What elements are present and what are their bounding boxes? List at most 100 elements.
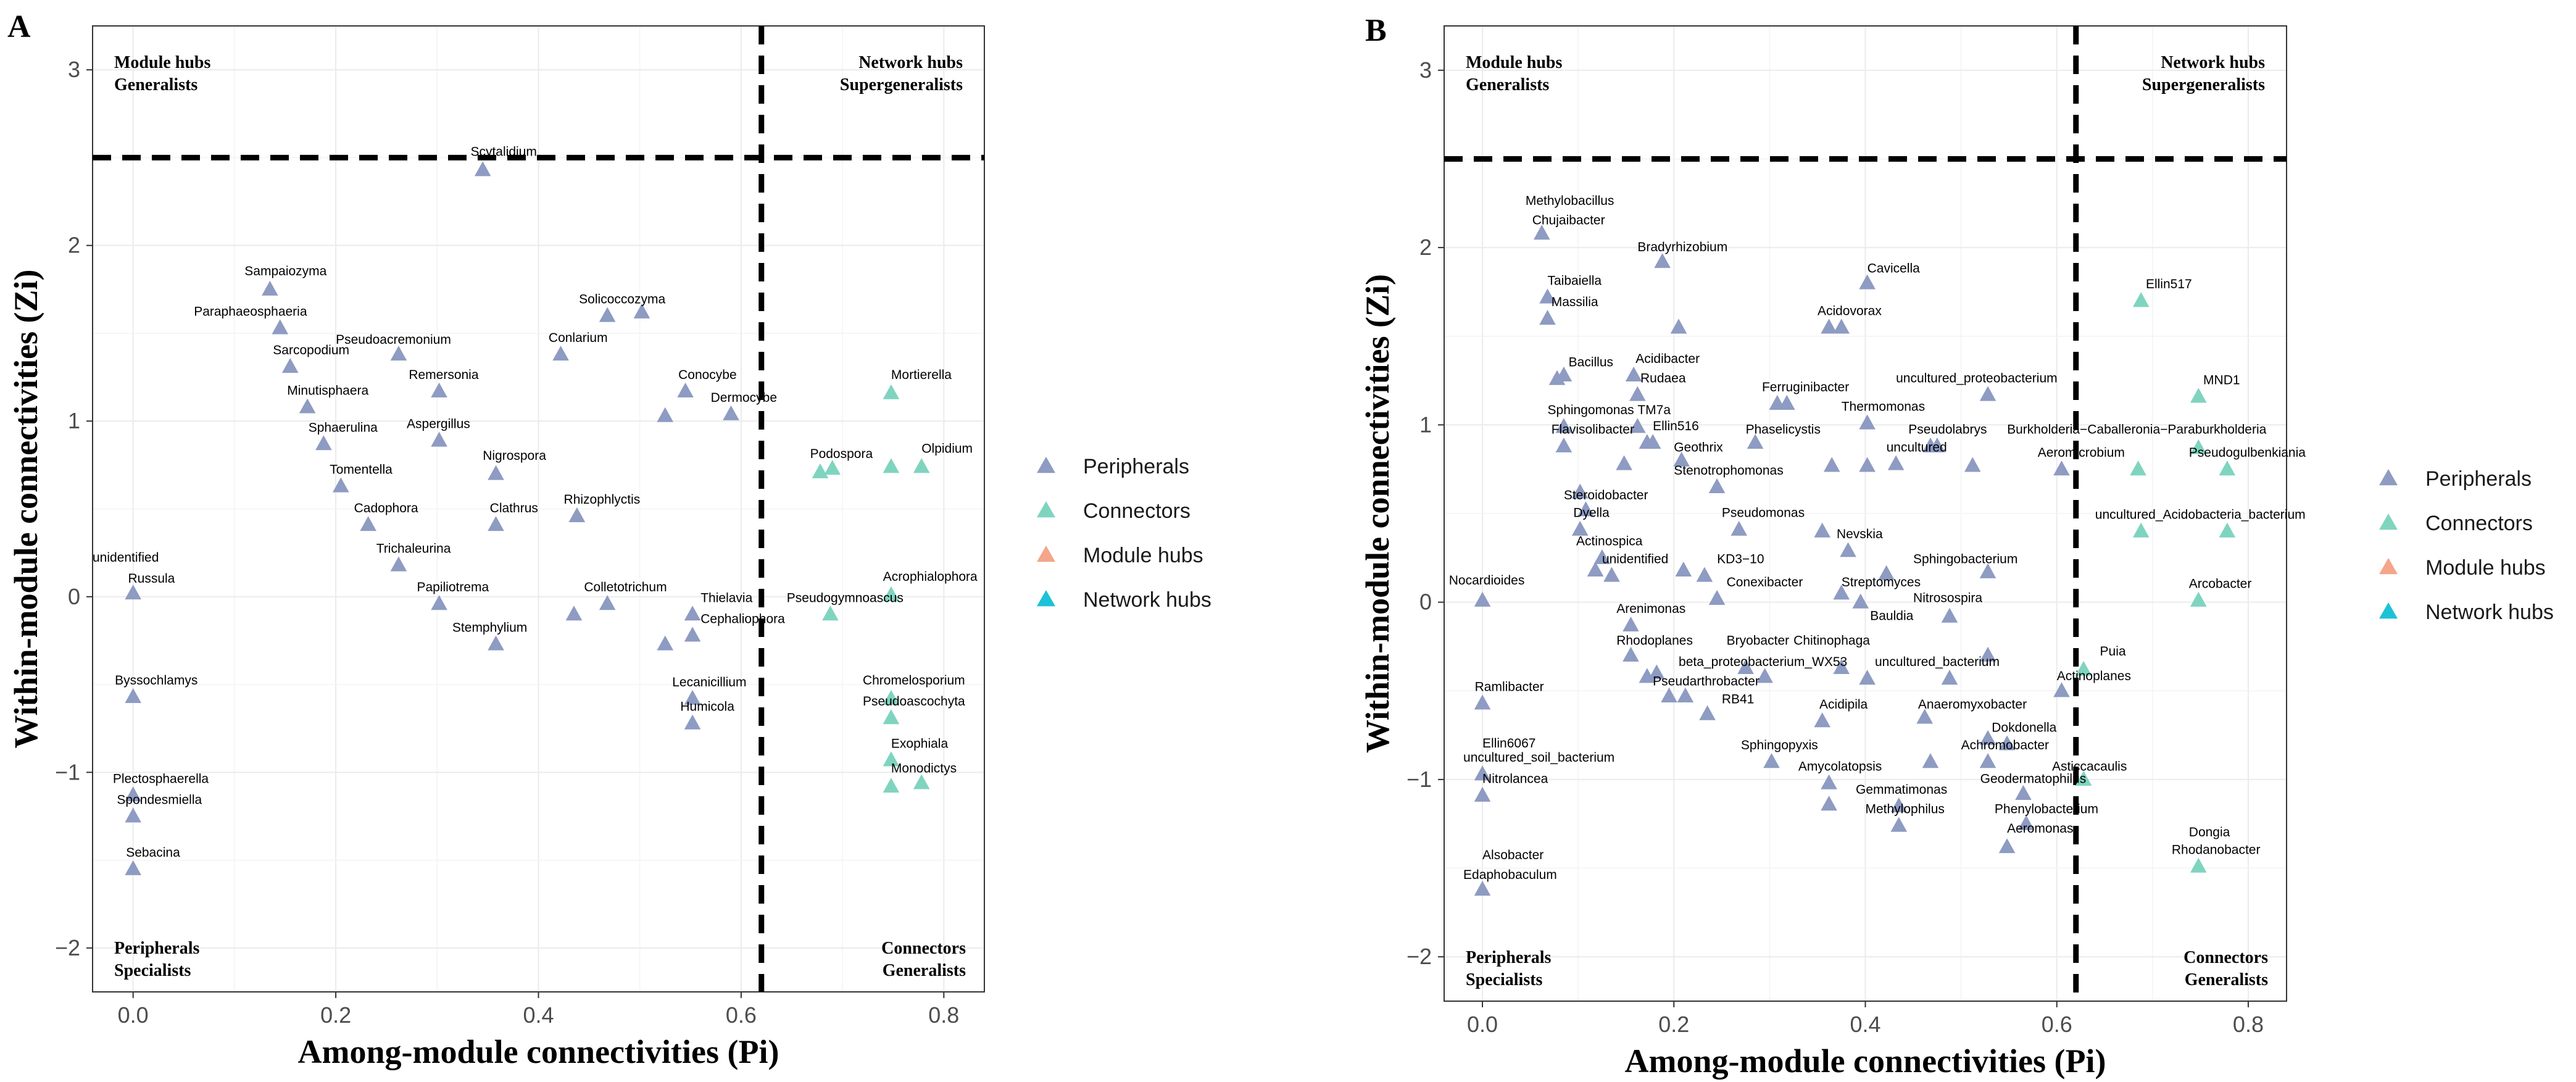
point-label: Scytalidium xyxy=(470,145,536,159)
panel-label: A xyxy=(7,9,31,44)
peripheral-point xyxy=(1922,753,1939,768)
legend-label-module-hubs: Module hubs xyxy=(2425,556,2546,580)
peripheral-point xyxy=(1622,646,1639,662)
point-label: uncultured_proteobacterium xyxy=(1896,371,2058,385)
point-label: Burkholderia−Caballeronia−Paraburkholder… xyxy=(2007,423,2267,437)
peripheral-point xyxy=(390,346,407,361)
point-label: Colletotrichum xyxy=(584,580,667,594)
peripheral-point xyxy=(1533,225,1550,240)
peripheral-point xyxy=(1699,705,1716,720)
point-label: Acidibacter xyxy=(1635,352,1700,366)
point-label: Monodictys xyxy=(891,761,957,775)
point-label: Methylophilus xyxy=(1866,802,1945,816)
point-label: Streptomyces xyxy=(1842,575,1921,589)
peripheral-point xyxy=(723,405,739,420)
panel-b-chart: 0.0 0.2 0.4 0.6 0.8 −2 −1 0 1 2 3 Among-module conn… xyxy=(1359,13,2306,1080)
x-tick-label: 0.2 xyxy=(1658,1012,1689,1037)
point-label: Aspergillus xyxy=(407,417,470,431)
y-axis-title: Within-module connectivities (Zi) xyxy=(7,270,44,749)
corner-label-connectors: Connectors xyxy=(881,939,966,958)
peripheral-point xyxy=(2015,784,2032,800)
peripheral-point xyxy=(1616,455,1632,470)
point-label: Acidovorax xyxy=(1818,304,1882,318)
peripheral-point xyxy=(1887,455,1905,470)
point-label: Pseudolabrys xyxy=(1908,423,1987,437)
point-label: Bacillus xyxy=(1569,356,1613,370)
point-label: Lecanicillium xyxy=(672,675,746,689)
point-label: Sampaiozyma xyxy=(244,264,326,278)
peripheral-point xyxy=(1979,730,1996,745)
x-axis-title: Among-module connectivities (Pi) xyxy=(1625,1042,2106,1080)
peripheral-point xyxy=(633,303,650,318)
peripheral-point xyxy=(1629,418,1646,433)
peripheral-point xyxy=(125,860,141,875)
x-tick-label: 0.2 xyxy=(320,1002,351,1028)
point-label: Edaphobaculum xyxy=(1463,868,1557,882)
connector-point xyxy=(824,460,841,475)
peripheral-point xyxy=(1763,753,1780,768)
peripheral-point xyxy=(333,477,349,493)
peripheral-point xyxy=(1539,288,1556,304)
point-label: Achromobacter xyxy=(1961,738,2049,752)
connector-point xyxy=(2075,770,2092,786)
peripheral-point xyxy=(1859,414,1876,430)
connector-point xyxy=(883,458,900,473)
connector-point xyxy=(913,774,930,789)
legend-key-module-hubs xyxy=(2379,558,2398,575)
peripheral-point xyxy=(281,358,299,373)
point-label: Conlarium xyxy=(549,331,608,345)
peripheral-point xyxy=(1859,274,1876,289)
point-label: Sphingobacterium xyxy=(1913,552,2017,566)
point-label: Rhizophlyctis xyxy=(564,493,641,507)
point-label: Pseudoacremonium xyxy=(336,333,451,347)
point-label: Chitinophaga xyxy=(1793,634,1870,648)
y-tick-label: 1 xyxy=(68,408,80,433)
peripheral-point xyxy=(1941,670,1958,685)
point-label: Clathrus xyxy=(490,501,538,515)
peripheral-point xyxy=(1833,659,1850,675)
peripheral-point xyxy=(1639,668,1656,683)
point-label: Methylobacillus xyxy=(1526,194,1614,208)
peripheral-point xyxy=(1878,565,1895,580)
connector-point xyxy=(883,586,900,602)
point-label: Thermomonas xyxy=(1842,399,1925,414)
y-tick-label: 2 xyxy=(68,233,80,258)
legend-label-network-hubs: Network hubs xyxy=(2425,601,2554,624)
peripheral-point xyxy=(125,786,141,802)
point-label: Plectosphaerella xyxy=(113,772,209,786)
peripheral-point xyxy=(125,585,141,600)
peripheral-point xyxy=(315,435,332,451)
connector-point xyxy=(2132,292,2150,307)
peripheral-point xyxy=(1814,522,1830,538)
point-label: Paraphaeosphaeria xyxy=(194,305,307,319)
x-tick-label: 0.6 xyxy=(2042,1012,2072,1037)
peripheral-point xyxy=(2053,460,2070,476)
peripheral-point xyxy=(1998,838,2016,854)
peripheral-point xyxy=(125,688,141,704)
point-label: KD3−10 xyxy=(1717,552,1764,566)
peripheral-point xyxy=(1625,366,1642,382)
legend-key-module-hubs xyxy=(1037,546,1055,562)
connector-point xyxy=(2190,388,2207,403)
peripheral-point xyxy=(1677,687,1694,702)
peripheral-point xyxy=(1555,366,1573,382)
point-label: Ellin6067 xyxy=(1482,736,1535,751)
point-label: Nitrolancea xyxy=(1482,772,1548,786)
corner-label-peripherals: Peripherals xyxy=(1466,948,1552,967)
point-label: Flavisolibacter xyxy=(1552,423,1634,437)
peripheral-point xyxy=(1593,549,1611,564)
corner-label-network-hubs: Network hubs xyxy=(858,53,963,72)
peripheral-point xyxy=(684,606,701,621)
point-label: unidentified xyxy=(1602,552,1668,566)
peripheral-point xyxy=(488,516,504,531)
connector-point xyxy=(883,384,900,399)
point-label: Pseudomonas xyxy=(1722,506,1805,520)
y-tick-label: 0 xyxy=(1419,589,1432,615)
connector-point xyxy=(2190,857,2207,873)
point-label: Actinospica xyxy=(1576,535,1643,549)
point-label: Amycolatopsis xyxy=(1798,760,1882,774)
peripheral-point xyxy=(1859,457,1876,472)
point-label: Dokdonella xyxy=(1992,720,2056,735)
point-label: Pseudoascochyta xyxy=(863,694,965,709)
